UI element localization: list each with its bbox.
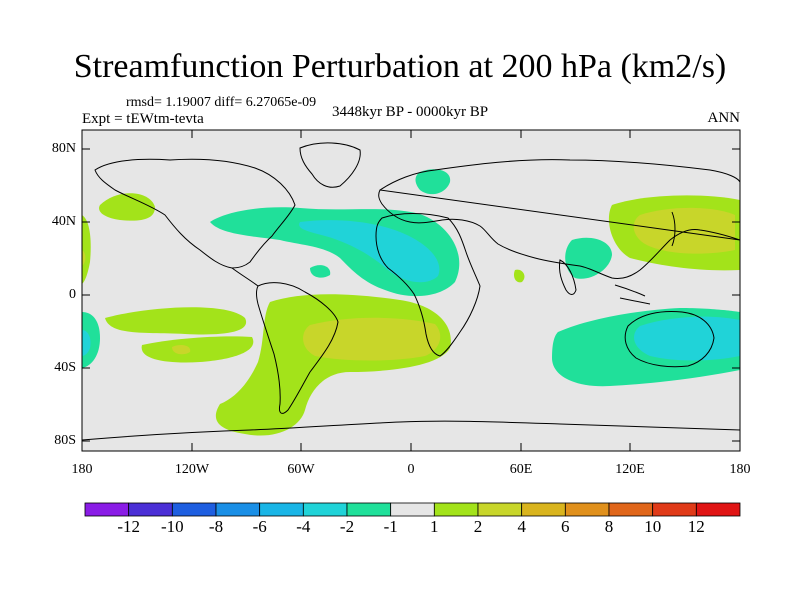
lat-label-40s: 40S [54,360,76,375]
lon-label-60e: 60E [509,462,533,477]
lat-label-80s: 80S [54,433,76,448]
chart-title: Streamfunction Perturbation at 200 hPa (… [73,48,727,85]
colorbar-swatch [521,502,566,517]
lon-label-180w: 180 [71,462,93,477]
colorbar-swatch [128,502,173,517]
colorbar-tick-label: -12 [117,517,141,536]
strong-negative-regions [82,220,740,361]
colorbar-swatch [215,502,261,517]
colorbar-tick-label: 2 [473,517,483,536]
colorbar-swatch [259,502,304,517]
lon-label-0: 0 [407,462,415,477]
colorbar-tick-label: 6 [561,517,570,536]
lon-tick-marks [81,130,741,451]
experiment-label: Expt = tEWtm-tevta [82,111,204,127]
lat-label-80n: 80N [51,141,76,156]
lat-label-0: 0 [69,287,76,302]
colorbar-swatch [652,502,697,517]
lat-tick-marks [82,148,740,442]
colorbar-swatch [302,502,348,517]
colorbar-tick-label: 1 [430,517,439,536]
colorbar-swatch [433,502,479,517]
colorbar-swatch [695,502,741,517]
lat-label-40n: 40N [51,214,76,229]
stats-label: rmsd= 1.19007 diff= 6.27065e-09 [126,95,317,110]
colorbar-tick-label: 4 [517,517,526,536]
colorbar-swatch [564,502,610,517]
colorbar-tick-label: 8 [604,517,614,536]
colorbar-tick-label: -2 [339,517,355,536]
lon-label-120e: 120E [615,462,645,477]
coastlines [82,142,740,441]
colorbar-swatch [346,502,392,517]
colorbar-tick-label: 10 [644,517,662,536]
colorbar-tick-label: -4 [296,517,311,536]
colorbar-swatch [390,502,435,517]
lon-label-120w: 120W [174,462,210,477]
lon-label-60w: 60W [287,462,315,477]
lon-label-180e: 180 [729,462,751,477]
colorbar [84,502,741,517]
colorbar-swatch [84,502,130,517]
colorbar-swatch [608,502,654,517]
colorbar-tick-label: 12 [687,517,705,536]
colorbar-tick-label: -10 [160,517,184,536]
strong-positive-regions [82,207,735,361]
colorbar-tick-label: -8 [208,517,224,536]
colorbar-swatch [171,502,217,517]
colorbar-tick-label: -6 [252,517,267,536]
season-label: ANN [707,110,741,126]
colorbar-swatch [477,502,523,517]
period-label: 3448kyr BP - 0000kyr BP [331,104,489,120]
colorbar-tick-label: -1 [383,517,398,536]
